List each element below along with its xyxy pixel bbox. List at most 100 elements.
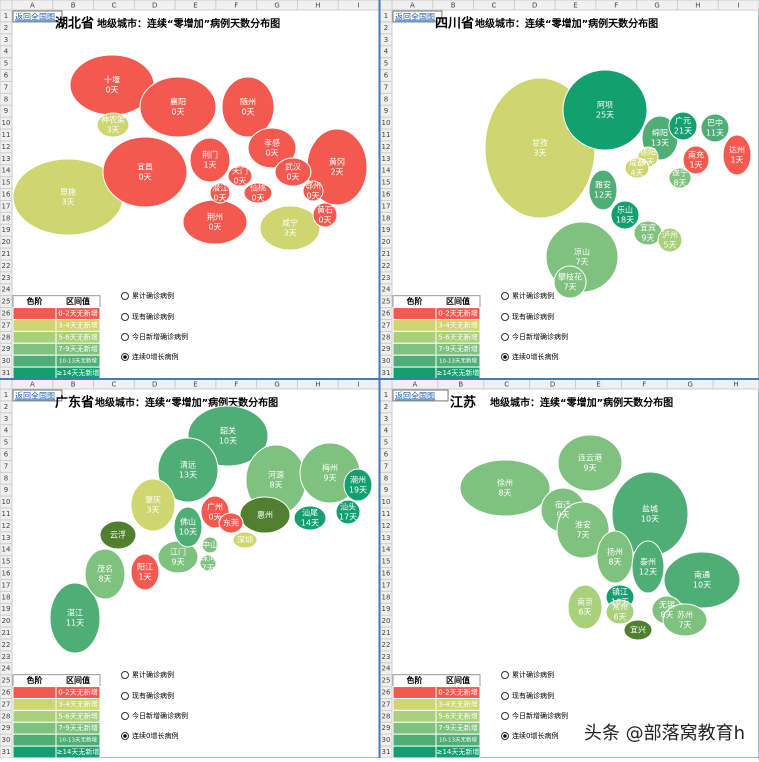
return-link[interactable]: 返回全国图	[15, 11, 55, 21]
legend-label: 5-6天无新增	[58, 332, 97, 341]
radio-label[interactable]: 今日新增确诊病例	[512, 711, 568, 720]
radio-label[interactable]: 今日新增确诊病例	[132, 332, 188, 341]
row-number: 27	[382, 321, 391, 329]
radio-label[interactable]: 连续0增长病例	[512, 731, 558, 740]
city-name: 雅安	[595, 180, 611, 190]
radio-label[interactable]: 累计确诊病例	[132, 291, 174, 300]
row-number: 13	[382, 534, 391, 542]
city-name: 东莞	[223, 518, 239, 528]
return-link[interactable]: 返回全国图	[395, 390, 435, 400]
city-days: 7天	[201, 564, 214, 573]
city-days: 4天	[641, 158, 654, 167]
return-link[interactable]: 返回全国图	[15, 390, 55, 400]
legend-swatch	[392, 342, 437, 356]
column-header: G	[274, 381, 279, 389]
radio-label[interactable]: 今日新增确诊病例	[512, 332, 568, 341]
column-header-bar	[379, 378, 759, 390]
city-region	[663, 551, 741, 609]
row-number: 4	[384, 427, 389, 435]
radio-label[interactable]: 累计确诊病例	[132, 670, 174, 679]
column-header: F	[642, 381, 646, 389]
row-number: 24	[382, 665, 391, 673]
radio-label[interactable]: 现有确诊病例	[132, 312, 174, 321]
radio-button[interactable]	[501, 712, 509, 720]
city-days: 14天	[301, 519, 319, 528]
radio-label[interactable]: 现有确诊病例	[132, 691, 174, 700]
radio-button[interactable]	[501, 692, 509, 700]
radio-button[interactable]	[501, 313, 509, 321]
row-number: 13	[382, 155, 391, 163]
city-region	[139, 76, 217, 138]
row-number: 16	[2, 191, 11, 199]
city-region	[668, 111, 698, 141]
radio-label[interactable]: 累计确诊病例	[512, 670, 554, 679]
row-number: 12	[382, 522, 391, 530]
city-name: 扬州	[607, 547, 623, 557]
row-number: 10	[2, 498, 11, 506]
link-cell	[12, 389, 63, 402]
radio-button[interactable]	[501, 671, 509, 679]
row-number: 4	[4, 48, 9, 56]
row-number: 30	[382, 357, 391, 365]
city-days: 7天	[575, 258, 588, 267]
row-number: 1	[4, 12, 8, 20]
row-number: 29	[382, 724, 391, 732]
city-days: 11天	[66, 619, 84, 628]
radio-label[interactable]: 现有确诊病例	[512, 312, 554, 321]
legend-header: 区间值	[66, 296, 90, 306]
row-number: 16	[382, 570, 391, 578]
column-header: F	[234, 381, 238, 389]
city-region	[130, 478, 176, 532]
row-number: 6	[4, 450, 9, 458]
radio-button[interactable]	[121, 333, 129, 341]
city-region	[657, 227, 683, 253]
radio-label[interactable]: 现有确诊病例	[512, 691, 554, 700]
radio-label[interactable]: 今日新增确诊病例	[132, 711, 188, 720]
radio-button[interactable]	[121, 692, 129, 700]
row-number: 10	[382, 498, 391, 506]
radio-label[interactable]: 连续0增长病例	[132, 352, 178, 361]
city-name: 清远	[180, 460, 196, 470]
legend-swatch	[12, 686, 57, 699]
city-days: 0天	[233, 177, 246, 186]
row-number: 7	[4, 462, 8, 470]
city-days: 0天	[286, 173, 299, 182]
city-name: 遂宁	[672, 168, 688, 178]
row-number: 15	[2, 558, 11, 566]
city-name: 乐山	[617, 205, 633, 215]
radio-label[interactable]: 连续0增长病例	[132, 731, 178, 740]
row-number: 15	[382, 179, 391, 187]
radio-button[interactable]	[121, 671, 129, 679]
row-number: 21	[2, 629, 11, 637]
radio-button[interactable]	[501, 333, 509, 341]
legend-header: 色阶	[407, 675, 423, 685]
radio-button[interactable]	[121, 313, 129, 321]
row-number: 14	[2, 167, 11, 175]
column-header: E	[193, 2, 197, 10]
legend-label: 3-4天无新增	[58, 699, 97, 708]
city-region	[556, 501, 610, 559]
city-region	[218, 512, 244, 534]
city-name: 徐州	[497, 478, 513, 488]
city-days: 8天	[608, 558, 621, 567]
row-number: 27	[2, 700, 11, 708]
city-name: 镇江	[612, 587, 628, 597]
row-number: 6	[384, 450, 389, 458]
row-number: 3	[4, 415, 8, 423]
city-name: 南京	[577, 597, 593, 607]
row-number: 24	[382, 286, 391, 294]
radio-button[interactable]	[121, 712, 129, 720]
city-name: 神农架	[101, 115, 125, 125]
row-number: 9	[384, 486, 388, 494]
return-link[interactable]: 返回全国图	[395, 11, 435, 21]
row-number: 7	[384, 462, 388, 470]
row-number: 28	[382, 712, 391, 720]
radio-button[interactable]	[121, 292, 129, 300]
city-region	[302, 180, 324, 202]
row-number: 29	[382, 345, 391, 353]
radio-button[interactable]	[501, 292, 509, 300]
row-number: 16	[2, 570, 11, 578]
radio-label[interactable]: 连续0增长病例	[512, 352, 558, 361]
radio-label[interactable]: 累计确诊病例	[512, 291, 554, 300]
legend-swatch	[392, 318, 437, 332]
